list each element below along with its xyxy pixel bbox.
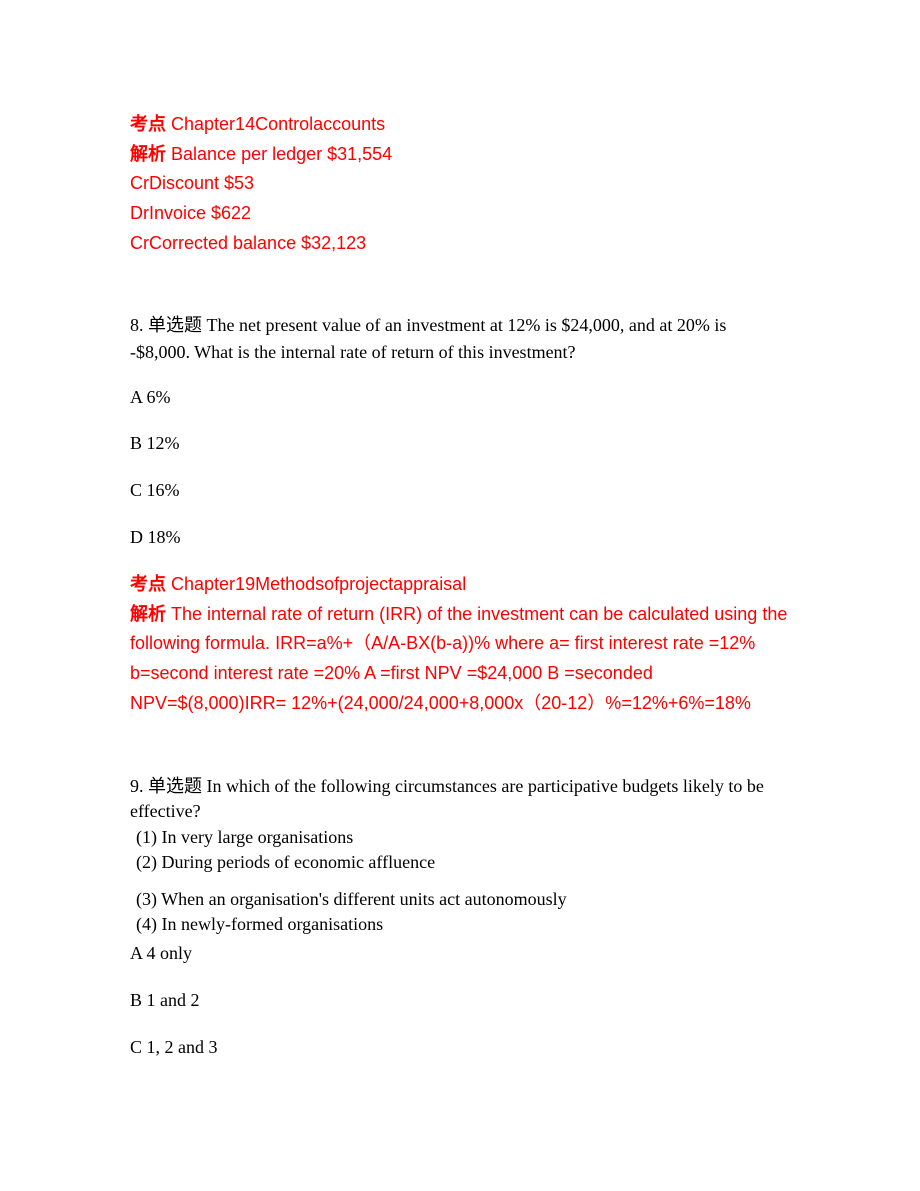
analysis-label: 解析 <box>130 604 166 624</box>
q8-explanation: 考点 Chapter19Methodsofprojectappraisal 解析… <box>130 570 790 718</box>
analysis-text-1: Balance per ledger $31,554 <box>171 144 392 164</box>
q9-number: 9. <box>130 776 144 796</box>
q8-option-b: B 12% <box>130 429 790 458</box>
q7-line4: CrCorrected balance $32,123 <box>130 229 790 259</box>
q8-option-d: D 18% <box>130 523 790 552</box>
topic-label: 考点 <box>130 114 166 134</box>
q9-body: In which of the following circumstances … <box>130 776 764 821</box>
q9-option-c: C 1, 2 and 3 <box>130 1033 790 1062</box>
q9-type: 单选题 <box>148 776 202 796</box>
topic-label: 考点 <box>130 574 166 594</box>
q8-type: 单选题 <box>148 315 202 335</box>
q7-line3: DrInvoice $622 <box>130 199 790 229</box>
q9-text: 9. 单选题 In which of the following circums… <box>130 774 790 824</box>
q9-sub1: (1) In very large organisations <box>130 825 790 850</box>
question-9: 9. 单选题 In which of the following circums… <box>130 774 790 1062</box>
q7-explanation: 考点 Chapter14Controlaccounts 解析 Balance p… <box>130 110 790 258</box>
q7-topic-line: 考点 Chapter14Controlaccounts <box>130 110 790 140</box>
analysis-text: The internal rate of return (IRR) of the… <box>130 604 787 713</box>
topic-text: Chapter14Controlaccounts <box>171 114 385 134</box>
q8-body: The net present value of an investment a… <box>130 315 726 361</box>
topic-text: Chapter19Methodsofprojectappraisal <box>171 574 466 594</box>
q8-number: 8. <box>130 315 144 335</box>
q8-option-a: A 6% <box>130 383 790 412</box>
blank-line <box>130 875 790 887</box>
analysis-label: 解析 <box>130 144 166 164</box>
question-8: 8. 单选题 The net present value of an inves… <box>130 312 790 718</box>
q7-line2: CrDiscount $53 <box>130 169 790 199</box>
q8-option-c: C 16% <box>130 476 790 505</box>
q9-option-b: B 1 and 2 <box>130 986 790 1015</box>
q8-analysis: 解析 The internal rate of return (IRR) of … <box>130 600 790 719</box>
q7-analysis-line1: 解析 Balance per ledger $31,554 <box>130 140 790 170</box>
q9-sub4: (4) In newly-formed organisations <box>130 912 790 937</box>
q9-option-a: A 4 only <box>130 939 790 968</box>
q9-sub3: (3) When an organisation's different uni… <box>130 887 790 912</box>
q9-sub2: (2) During periods of economic affluence <box>130 850 790 875</box>
q8-text: 8. 单选题 The net present value of an inves… <box>130 312 790 364</box>
q8-topic-line: 考点 Chapter19Methodsofprojectappraisal <box>130 570 790 600</box>
